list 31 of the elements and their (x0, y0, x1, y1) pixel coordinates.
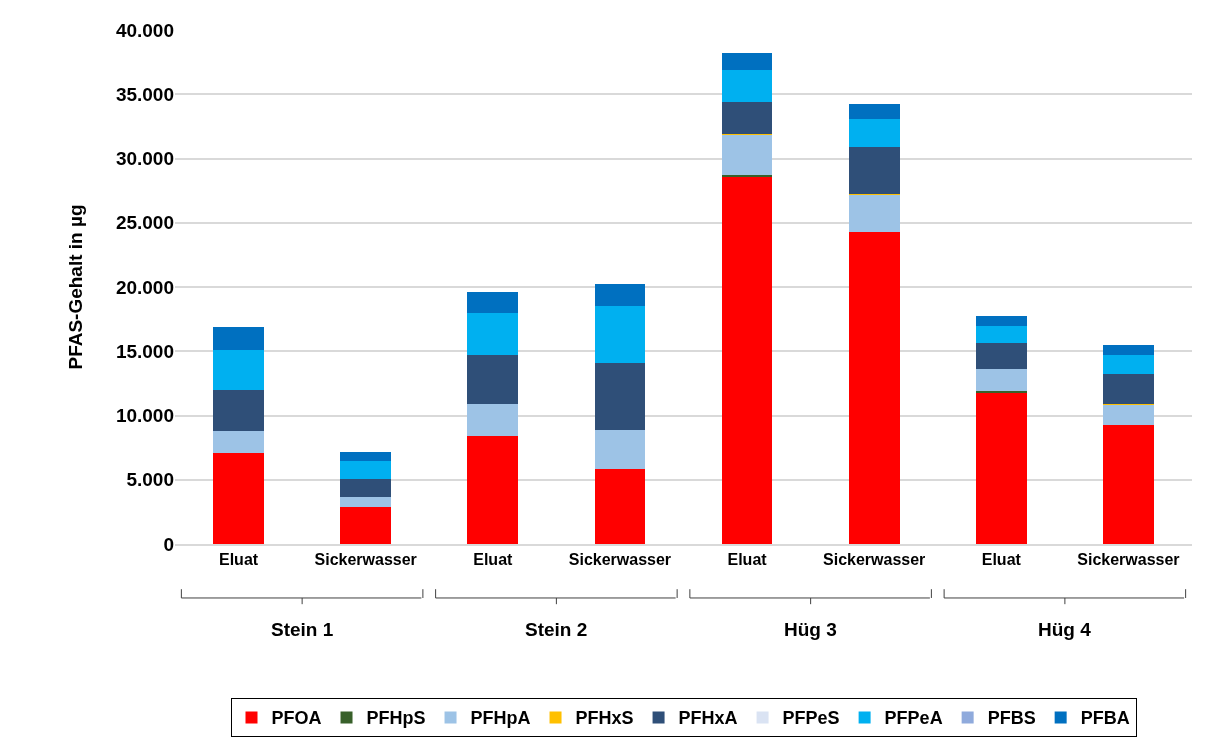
y-tick-label: 15.000 (115, 340, 174, 362)
legend-label: PFHxS (575, 708, 634, 729)
y-tick-label: 5.000 (126, 469, 174, 491)
text: Stein 2 (525, 619, 588, 640)
x-tick-label: Eluat (473, 550, 514, 568)
legend-label: PFOA (271, 708, 322, 729)
legend-label: PFHxA (678, 708, 738, 729)
y-axis-title: PFAS-Gehalt in µg (64, 204, 86, 370)
y-tick-label: 30.000 (115, 148, 174, 170)
legend-label: PFBS (987, 708, 1036, 729)
y-tick-label: 0 (163, 533, 174, 555)
legend-label: PFBA (1080, 708, 1130, 729)
x-tick-label: Eluat (219, 550, 259, 568)
legend-label: PFHpS (366, 708, 426, 729)
text: Stein 1 (271, 619, 334, 640)
y-tick-label: 10.000 (115, 405, 174, 427)
x-tick-label: Eluat (727, 550, 768, 568)
x-tick-label: Eluat (981, 550, 1022, 568)
y-tick-label: 35.000 (115, 83, 174, 105)
text: Hüg 4 (1038, 619, 1092, 640)
legend-label: PFPeS (782, 708, 840, 729)
x-tick-label: Sickerwasser (314, 550, 417, 568)
x-tick-label: Sickerwasser (568, 550, 672, 568)
legend-label: PFHpA (470, 708, 531, 729)
legend-label: PFPeA (884, 708, 943, 729)
y-tick-label: 40.000 (115, 19, 174, 41)
y-tick-label: 25.000 (115, 212, 174, 234)
text: Hüg 3 (784, 619, 837, 640)
x-tick-label: Sickerwasser (823, 550, 926, 568)
y-tick-label: 20.000 (115, 276, 174, 298)
x-tick-label: Sickerwasser (1077, 550, 1180, 568)
